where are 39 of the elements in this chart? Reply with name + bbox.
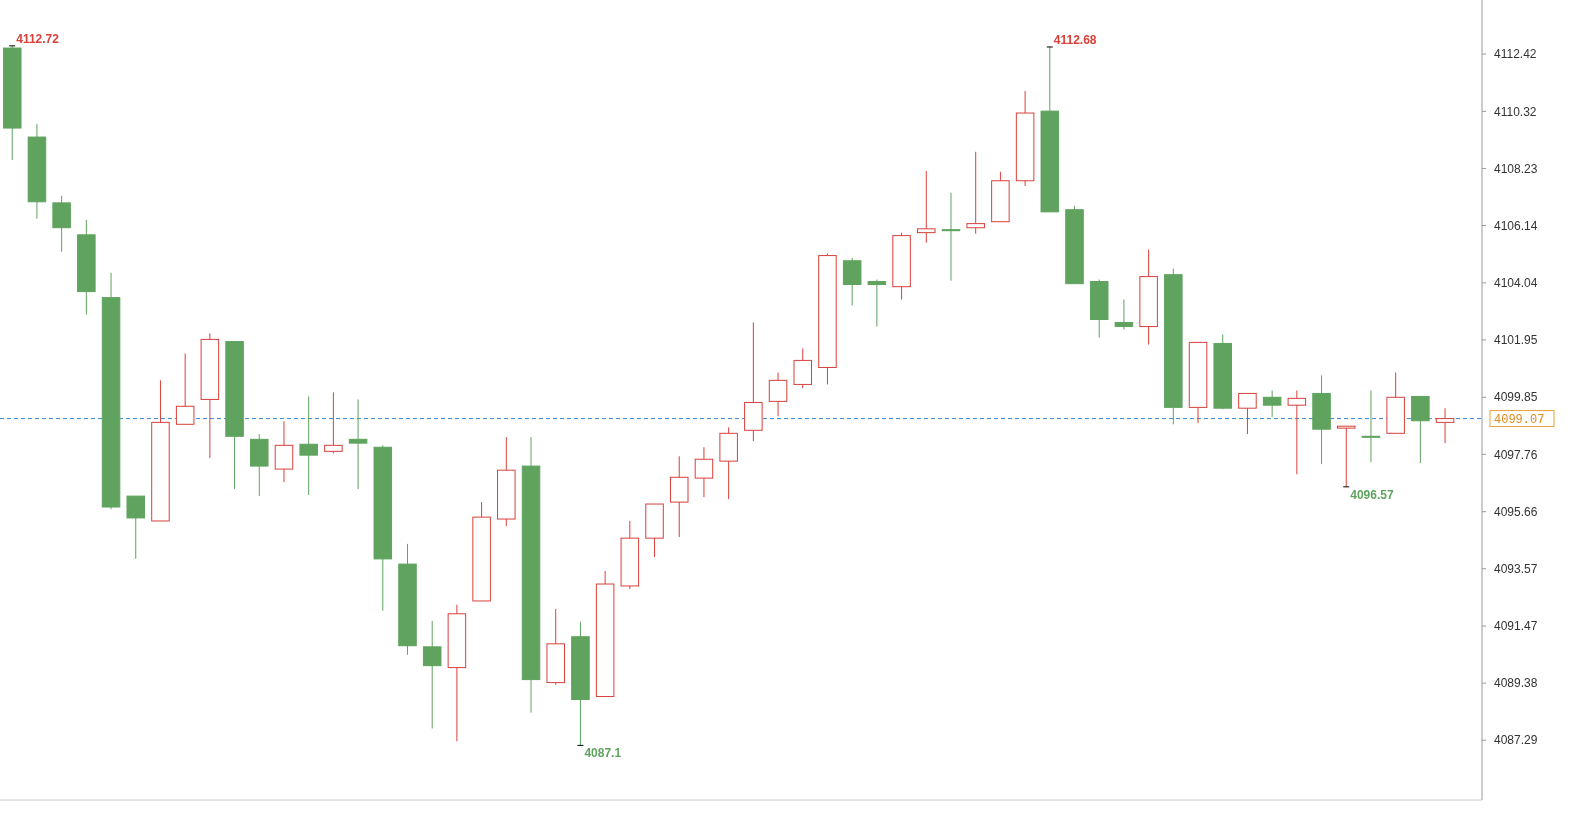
candlestick: [1262, 389, 1282, 418]
y-tick-label: 4091.47: [1494, 619, 1538, 634]
candlestick: [842, 257, 862, 307]
candlestick: [126, 495, 146, 560]
candlestick: [917, 170, 936, 244]
candlestick: [1336, 425, 1356, 488]
candlestick: [1361, 389, 1381, 463]
y-tick-label: 4099.85: [1494, 390, 1538, 405]
candlestick: [694, 446, 714, 498]
y-tick-label: 4101.95: [1494, 333, 1538, 348]
candlestick: [1238, 392, 1257, 435]
candlestick: [966, 151, 985, 235]
y-tick-label: 4110.32: [1494, 104, 1537, 119]
candlestick: [422, 620, 442, 729]
annotation: 4112.68: [1053, 32, 1097, 47]
candlestick: [324, 391, 343, 454]
candlestick: [768, 371, 788, 417]
annotation: 4096.57: [1350, 487, 1394, 502]
y-tick-label: 4097.76: [1494, 447, 1538, 462]
ref-line-label: 4099.07: [1494, 412, 1545, 427]
candlestick: [867, 279, 887, 328]
y-tick-label: 4093.57: [1494, 561, 1538, 576]
annotation: 4087.1: [584, 746, 622, 761]
y-tick-label: 4104.04: [1494, 276, 1538, 291]
candlestick: [274, 420, 294, 483]
candlestick: [299, 395, 318, 496]
y-tick-label: 4087.29: [1494, 733, 1538, 748]
y-tick-label: 4112.42: [1494, 47, 1537, 62]
y-tick-label: 4095.66: [1494, 504, 1538, 519]
candlestick: [1114, 299, 1134, 331]
y-tick-label: 4106.14: [1494, 218, 1538, 233]
candlestick: [175, 353, 195, 425]
candlestick: [348, 398, 368, 490]
candlestick: [941, 192, 961, 282]
candlestick: [1287, 389, 1307, 475]
annotation: 4112.72: [16, 31, 60, 46]
y-tick-label: 4089.38: [1494, 676, 1538, 691]
candlestick: [1435, 407, 1455, 444]
y-tick-label: 4108.23: [1494, 161, 1538, 176]
